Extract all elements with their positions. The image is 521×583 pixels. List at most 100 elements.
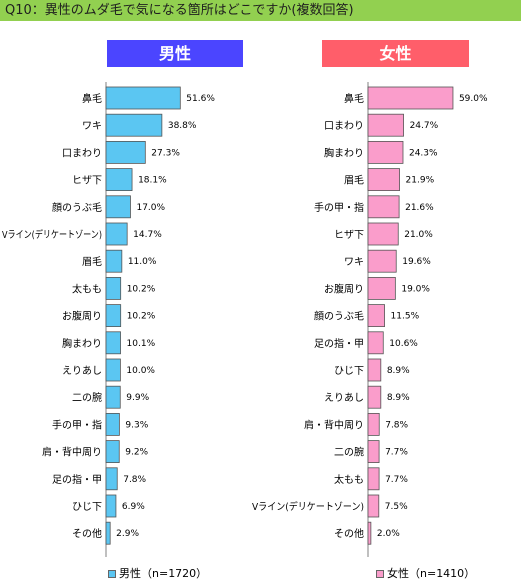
male-bar bbox=[105, 195, 131, 219]
male-category-label: 口まわり bbox=[62, 147, 102, 159]
female-category-label: 肩・背中周り bbox=[304, 418, 364, 431]
male-value-label: 6.9% bbox=[122, 502, 145, 512]
female-value-label: 21.6% bbox=[405, 203, 434, 213]
male-value-label: 14.7% bbox=[133, 230, 162, 240]
female-category-label: 胸まわり bbox=[324, 146, 364, 159]
legend-male-swatch bbox=[108, 570, 116, 578]
male-bar bbox=[105, 440, 120, 464]
female-bar bbox=[367, 440, 380, 464]
female-bar bbox=[367, 467, 380, 491]
male-bar bbox=[105, 113, 163, 137]
male-category-label: 鼻毛 bbox=[82, 92, 102, 105]
male-bar bbox=[105, 331, 121, 355]
female-bar bbox=[367, 249, 397, 273]
legend-female-swatch bbox=[376, 570, 384, 578]
male-bar bbox=[105, 412, 120, 436]
female-bar bbox=[367, 385, 382, 409]
male-value-label: 7.8% bbox=[123, 475, 146, 485]
male-value-label: 18.1% bbox=[138, 176, 167, 186]
female-value-label: 7.7% bbox=[385, 475, 408, 485]
female-category-label: 鼻毛 bbox=[344, 92, 364, 105]
female-bar bbox=[367, 304, 385, 328]
female-category-label: 足の指・甲 bbox=[314, 337, 364, 350]
female-bar bbox=[367, 140, 404, 164]
female-category-label: えりあし bbox=[324, 392, 364, 404]
male-category-label: Vライン(デリケートゾーン) bbox=[2, 228, 102, 241]
male-value-label: 9.9% bbox=[126, 393, 149, 403]
male-panel-header: 男性 bbox=[107, 40, 243, 67]
female-bar bbox=[367, 521, 372, 545]
male-value-label: 9.3% bbox=[125, 420, 148, 430]
male-category-label: その他 bbox=[72, 527, 102, 540]
female-category-label: 二の腕 bbox=[334, 446, 364, 459]
male-bar bbox=[105, 358, 121, 382]
chart-title: Q10：異性のムダ毛で気になる箇所はどこですか(複数回答) bbox=[0, 0, 521, 21]
male-category-label: 二の腕 bbox=[72, 391, 102, 404]
legend-male: 男性（n=1720） bbox=[108, 565, 207, 581]
female-value-label: 21.0% bbox=[404, 230, 433, 240]
female-bar bbox=[367, 113, 404, 137]
male-value-label: 10.0% bbox=[126, 366, 155, 376]
male-bar bbox=[105, 521, 111, 545]
male-value-label: 10.1% bbox=[127, 339, 156, 349]
male-value-label: 9.2% bbox=[125, 448, 148, 458]
male-value-label: 2.9% bbox=[116, 529, 139, 539]
male-bar bbox=[105, 385, 121, 409]
male-bar bbox=[105, 494, 117, 518]
male-category-label: お腹周り bbox=[62, 310, 102, 323]
female-bar bbox=[367, 168, 400, 192]
female-value-label: 8.9% bbox=[387, 393, 410, 403]
female-value-label: 2.0% bbox=[377, 529, 400, 539]
female-bar bbox=[367, 358, 382, 382]
female-bar bbox=[367, 331, 384, 355]
female-value-label: 59.0% bbox=[459, 94, 488, 104]
female-bar bbox=[367, 222, 399, 246]
male-category-label: ヒザ下 bbox=[72, 175, 102, 187]
female-category-label: 口まわり bbox=[324, 120, 364, 132]
female-category-label: 眉毛 bbox=[344, 175, 364, 187]
female-value-label: 24.7% bbox=[410, 121, 439, 131]
male-bar bbox=[105, 140, 146, 164]
male-value-label: 10.2% bbox=[127, 312, 156, 322]
male-value-label: 17.0% bbox=[136, 203, 165, 213]
female-category-label: ひじ下 bbox=[334, 365, 364, 377]
male-category-label: 顔のうぶ毛 bbox=[52, 201, 102, 214]
female-value-label: 11.5% bbox=[391, 312, 420, 322]
legend-female: 女性（n=1410） bbox=[376, 565, 475, 581]
male-value-label: 10.2% bbox=[127, 284, 156, 294]
female-bar bbox=[367, 412, 380, 436]
male-value-label: 38.8% bbox=[168, 121, 197, 131]
legend-male-label: 男性（n=1720） bbox=[119, 567, 208, 580]
male-value-label: 11.0% bbox=[128, 257, 157, 267]
female-bar bbox=[367, 86, 454, 110]
male-category-label: 手の甲・指 bbox=[52, 418, 102, 431]
male-bar bbox=[105, 222, 128, 246]
female-value-label: 19.0% bbox=[401, 284, 430, 294]
male-value-label: 51.6% bbox=[186, 94, 215, 104]
female-value-label: 7.7% bbox=[385, 448, 408, 458]
female-panel-header: 女性 bbox=[322, 40, 469, 67]
male-category-label: えりあし bbox=[62, 365, 102, 377]
female-category-label: ワキ bbox=[344, 257, 364, 268]
female-category-label: 太もも bbox=[334, 473, 364, 486]
male-value-label: 27.3% bbox=[151, 148, 180, 158]
female-category-label: その他 bbox=[334, 527, 364, 540]
male-category-label: 足の指・甲 bbox=[52, 473, 102, 486]
male-bar bbox=[105, 86, 181, 110]
female-category-label: 手の甲・指 bbox=[314, 201, 364, 214]
male-category-label: 眉毛 bbox=[82, 256, 102, 268]
female-category-label: 顔のうぶ毛 bbox=[314, 310, 364, 323]
female-value-label: 21.9% bbox=[406, 176, 435, 186]
male-bar bbox=[105, 168, 133, 192]
legend-female-label: 女性（n=1410） bbox=[387, 567, 476, 580]
female-category-label: ヒザ下 bbox=[334, 229, 364, 241]
female-value-label: 7.8% bbox=[385, 420, 408, 430]
female-bar bbox=[367, 276, 396, 300]
female-value-label: 19.6% bbox=[402, 257, 431, 267]
male-category-label: ワキ bbox=[82, 121, 102, 132]
female-value-label: 24.3% bbox=[409, 148, 438, 158]
female-value-label: 8.9% bbox=[387, 366, 410, 376]
male-category-label: ひじ下 bbox=[72, 501, 102, 513]
male-bar bbox=[105, 304, 122, 328]
